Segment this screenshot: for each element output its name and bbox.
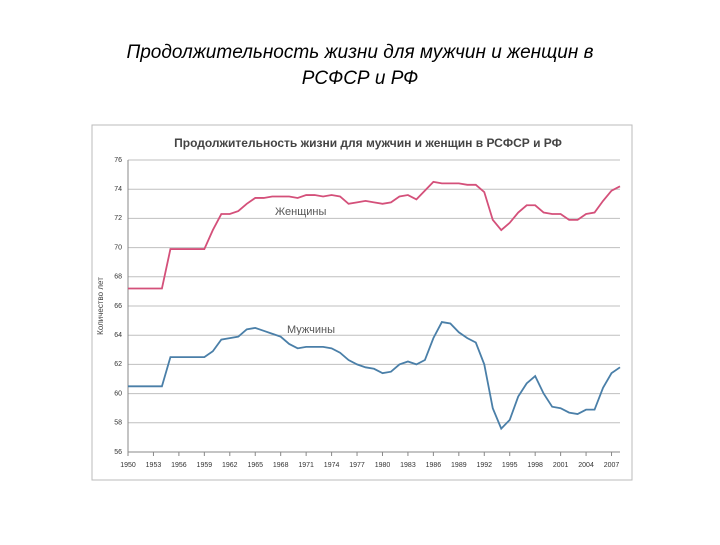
x-tick-label: 1986 — [426, 462, 442, 469]
y-tick-label: 66 — [114, 303, 122, 310]
x-tick-label: 1992 — [476, 462, 492, 469]
slide-title: Продолжительность жизни для мужчин и жен… — [126, 42, 594, 89]
x-tick-label: 1995 — [502, 462, 518, 469]
annotation: Мужчины — [287, 324, 335, 336]
y-tick-label: 64 — [114, 332, 122, 339]
y-tick-label: 68 — [114, 274, 122, 281]
slide-title-box: Продолжительность жизни для мужчин и жен… — [126, 42, 594, 89]
y-tick-label: 60 — [114, 390, 122, 397]
x-tick-label: 1968 — [273, 462, 289, 469]
x-tick-label: 1950 — [120, 462, 136, 469]
chart-frame — [91, 124, 633, 481]
y-tick-label: 58 — [114, 420, 122, 427]
y-tick-label: 62 — [114, 361, 122, 368]
x-tick-label: 1974 — [324, 462, 340, 469]
y-axis-label: Количество лет — [96, 277, 105, 335]
x-tick-label: 1953 — [146, 462, 162, 469]
x-tick-label: 2004 — [578, 462, 594, 469]
x-tick-label: 1977 — [349, 462, 365, 469]
x-tick-label: 1962 — [222, 462, 238, 469]
series-line — [128, 180, 621, 290]
y-tick-label: 74 — [114, 186, 122, 193]
x-tick-label: 1989 — [451, 462, 467, 469]
chart-title: Продолжительность жизни для мужчин и жен… — [174, 136, 562, 150]
x-tick-label: 1959 — [197, 462, 213, 469]
x-tick-label: 1956 — [171, 462, 187, 469]
x-tick-label: 1998 — [527, 462, 543, 469]
y-tick-label: 70 — [114, 244, 122, 251]
x-tick-label: 2007 — [604, 462, 620, 469]
y-tick-label: 76 — [114, 157, 122, 164]
y-tick-label: 56 — [114, 449, 122, 456]
x-tick-label: 1980 — [375, 462, 391, 469]
series-line — [128, 321, 621, 431]
y-tick-label: 72 — [114, 215, 122, 222]
x-tick-label: 1971 — [298, 462, 314, 469]
x-tick-label: 1983 — [400, 462, 416, 469]
annotation: Женщины — [275, 206, 326, 218]
x-tick-label: 2001 — [553, 462, 569, 469]
x-tick-label: 1965 — [247, 462, 263, 469]
